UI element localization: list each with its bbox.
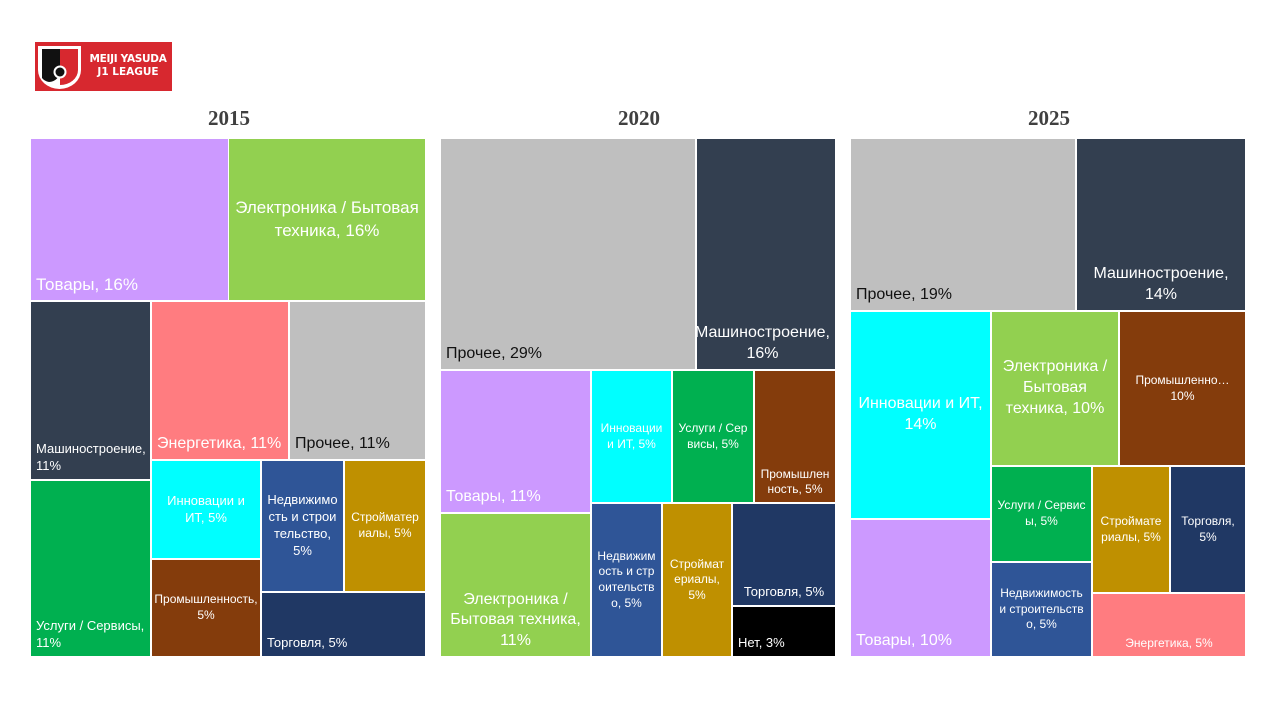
tile-label: Энергетика, 5% xyxy=(1125,636,1213,651)
treemap-tile-2015-industry: Промышленность, 5% xyxy=(152,560,262,658)
tile-label: Инновации и ИТ, 5% xyxy=(600,420,663,451)
treemap-tile-2025-innovation: Инновации и ИТ, 14% xyxy=(851,312,992,520)
treemap-tile-2015-goods: Товары, 16% xyxy=(31,139,230,302)
treemap-tile-2020-none: Нет, 3% xyxy=(733,607,837,658)
tile-label: Инновации и ИТ, 14% xyxy=(858,395,983,433)
tile-label: Услуги / Сервисы, 11% xyxy=(36,618,145,651)
tile-label: Услуги / Сервисы, 5% xyxy=(678,420,748,451)
tile-label: Недвижимость и строительство, 5% xyxy=(999,586,1084,632)
treemap-tile-2025-energy: Энергетика, 5% xyxy=(1093,594,1247,658)
tile-label: Прочее, 29% xyxy=(446,345,542,363)
treemap-tile-2025-services: Услуги / Сервисы, 5% xyxy=(992,467,1093,563)
treemap-tile-2025-goods: Товары, 10% xyxy=(851,520,992,658)
tile-label: Промышленность, 5% xyxy=(154,592,258,622)
tile-label: Промышленность, 5% xyxy=(760,466,830,497)
j-league-emblem-icon xyxy=(35,42,84,91)
tile-label: Промышленно… 10% xyxy=(1135,372,1230,403)
treemap-tile-2020-innovation: Инновации и ИТ, 5% xyxy=(592,371,673,504)
tile-label: Товары, 11% xyxy=(446,488,541,506)
logo-wordmark: MEIJI YASUDA J1 LEAGUE xyxy=(89,53,167,79)
tile-label: Торговля, 5% xyxy=(267,635,348,651)
treemap-tile-2020-other: Прочее, 29% xyxy=(441,139,697,371)
treemap-tile-2020-electronics: Электроника / Бытовая техника, 11% xyxy=(441,514,592,658)
treemap-tile-2015-machinery: Машиностроение, 11% xyxy=(31,302,152,481)
treemap-tile-2025-materials: Стройматериалы, 5% xyxy=(1093,467,1171,594)
tile-label: Нет, 3% xyxy=(738,635,785,651)
tile-label: Машиностроение, 11% xyxy=(36,441,146,474)
tile-label: Инновации и ИТ, 5% xyxy=(167,492,245,525)
tile-label: Недвижимость и строительство, 5% xyxy=(267,492,338,558)
tile-label: Прочее, 19% xyxy=(856,286,952,304)
treemap-tile-2015-energy: Энергетика, 11% xyxy=(152,302,290,461)
treemap-tile-2015-other: Прочее, 11% xyxy=(290,302,427,461)
chart-title-2025: 2025 xyxy=(1028,106,1070,130)
treemap-tile-2020-trade: Торговля, 5% xyxy=(733,504,837,607)
tile-label: Торговля, 5% xyxy=(743,584,825,600)
logo-line-2: J1 LEAGUE xyxy=(97,66,159,78)
tile-label: Торговля, 5% xyxy=(1181,513,1235,544)
tile-label: Электроника / Бытовая техника, 16% xyxy=(235,198,419,240)
chart-title-2020: 2020 xyxy=(618,106,660,130)
tile-label: Товары, 16% xyxy=(36,274,138,294)
tile-label: Электроника / Бытовая техника, 11% xyxy=(450,590,581,650)
treemap-tile-2020-materials: Стройматериалы, 5% xyxy=(663,504,733,658)
treemap-tile-2020-goods: Товары, 11% xyxy=(441,371,592,514)
treemap-tile-2015-innovation: Инновации и ИТ, 5% xyxy=(152,461,262,560)
tile-label: Энергетика, 11% xyxy=(157,435,282,453)
treemap-tile-2025-electronics: Электроника / Бытовая техника, 10% xyxy=(992,312,1120,467)
treemap-tile-2020-industry: Промышленность, 5% xyxy=(755,371,837,504)
chart-title-2015: 2015 xyxy=(208,106,250,130)
tile-label: Машиностроение, 14% xyxy=(1093,265,1229,304)
tile-label: Товары, 10% xyxy=(856,632,952,650)
tile-label: Услуги / Сервисы, 5% xyxy=(997,498,1086,528)
treemap-tile-2020-services: Услуги / Сервисы, 5% xyxy=(673,371,755,504)
treemap-tile-2015-electronics: Электроника / Бытовая техника, 16% xyxy=(229,139,427,302)
tile-label: Недвижимость и строительство, 5% xyxy=(597,548,656,610)
tile-label: Стройматериалы, 5% xyxy=(351,510,419,540)
treemap-tile-2025-realestate: Недвижимость и строительство, 5% xyxy=(992,563,1093,658)
treemap-tile-2025-industry: Промышленно… 10% xyxy=(1120,312,1247,467)
treemap-tile-2015-realestate: Недвижимость и строительство, 5% xyxy=(262,461,345,593)
tile-label: Машиностроение, 16% xyxy=(697,324,830,363)
treemap-tile-2025-other: Прочее, 19% xyxy=(851,139,1077,312)
tile-label: Стройматериалы, 5% xyxy=(1100,513,1162,544)
treemap-tile-2015-trade: Торговля, 5% xyxy=(262,593,427,658)
treemap-tile-2025-machinery: Машиностроение, 14% xyxy=(1077,139,1247,312)
treemap-tile-2015-services: Услуги / Сервисы, 11% xyxy=(31,481,152,658)
tile-label: Стройматериалы, 5% xyxy=(669,556,725,602)
logo-line-1: MEIJI YASUDA xyxy=(89,53,167,65)
treemap-tile-2025-trade: Торговля, 5% xyxy=(1171,467,1247,594)
treemap-tile-2020-machinery: Машиностроение, 16% xyxy=(697,139,837,371)
meiji-yasuda-j1-league-logo: MEIJI YASUDA J1 LEAGUE xyxy=(35,42,172,91)
tile-label: Электроника / Бытовая техника, 10% xyxy=(1002,358,1108,417)
tile-label: Прочее, 11% xyxy=(295,435,390,453)
treemap-tile-2015-materials: Стройматериалы, 5% xyxy=(345,461,427,593)
treemap-tile-2020-realestate: Недвижимость и строительство, 5% xyxy=(592,504,663,658)
